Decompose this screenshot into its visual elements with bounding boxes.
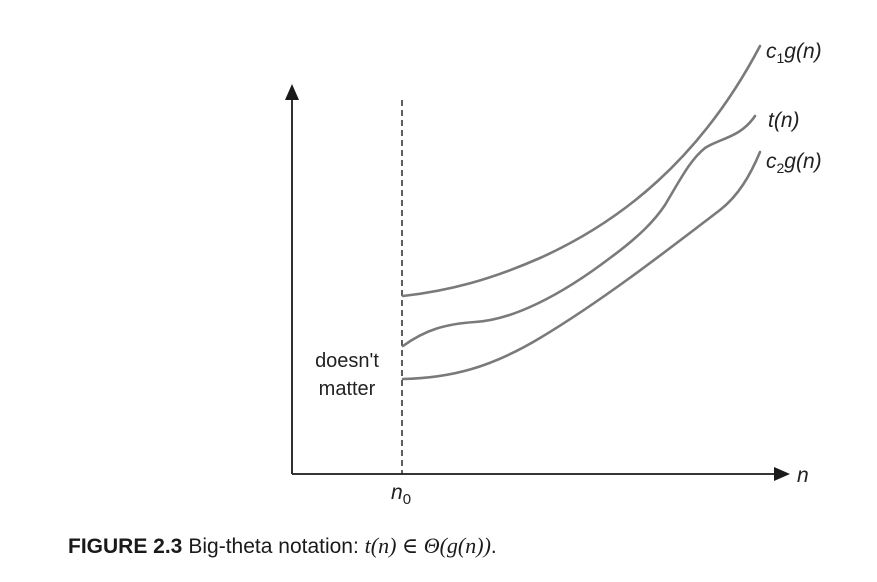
region-note-line2: matter	[319, 378, 376, 400]
t-of-n-curve	[401, 114, 757, 348]
big-theta-diagram: c1g(n) t(n) c2g(n) n n0 doesn't matter	[285, 40, 822, 508]
y-axis-arrowhead	[285, 84, 299, 100]
caption-formula: t(n) ∈ Θ(g(n))	[364, 533, 491, 558]
t-of-n-label: t(n)	[768, 109, 800, 132]
upper-bound-curve	[401, 44, 762, 298]
caption-text: Big-theta notation:	[188, 535, 365, 558]
figure-number: FIGURE 2.3	[68, 535, 183, 558]
caption-end: .	[490, 535, 497, 558]
lower-bound-label: c2g(n)	[766, 150, 822, 176]
x-axis-arrowhead	[774, 467, 790, 481]
figure-caption: FIGURE 2.3 Big-theta notation: t(n) ∈ Θ(g…	[68, 533, 497, 559]
region-note-line1: doesn't	[315, 350, 379, 372]
upper-bound-label: c1g(n)	[766, 40, 822, 66]
threshold-label: n0	[391, 481, 411, 508]
x-axis-label: n	[797, 464, 809, 487]
lower-bound-curve	[401, 150, 762, 381]
